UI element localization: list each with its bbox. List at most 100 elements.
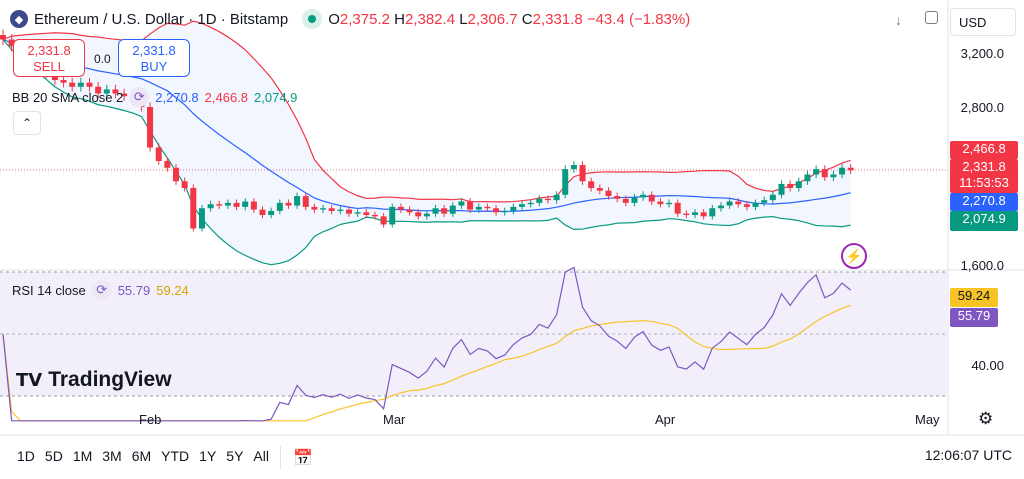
range-1d[interactable]: 1D <box>17 448 35 464</box>
candle-body <box>570 165 577 170</box>
range-3m[interactable]: 3M <box>102 448 122 464</box>
candle-body <box>8 39 15 47</box>
spread-value: 0.0 <box>94 52 111 66</box>
ohlc-values: O2,375.2 H2,382.4 L2,306.7 C2,331.8 −43.… <box>328 10 691 28</box>
candle-body <box>544 198 551 201</box>
range-ytd[interactable]: YTD <box>161 448 190 464</box>
candle-body <box>735 201 742 205</box>
candle-body <box>579 165 586 182</box>
rsi-ma-tag: 59.24 <box>950 288 998 307</box>
symbol-title: Ethereum / U.S. Dollar · 1D · Bitstamp <box>34 10 289 28</box>
indicator-refresh-icon[interactable]: ⟳ <box>129 87 150 107</box>
candle-body <box>787 183 794 188</box>
currency-select[interactable]: USD <box>950 8 1016 36</box>
candle-body <box>371 215 378 217</box>
rsi-legend[interactable]: RSI 14 close ⟳ 55.79 59.24 <box>12 280 189 300</box>
candle-body <box>147 107 154 148</box>
settings-gear-icon[interactable]: ⚙ <box>978 409 994 428</box>
candle-body <box>60 80 67 83</box>
candle-body <box>752 202 759 207</box>
sell-button[interactable]: 2,331.8 SELL <box>13 39 85 77</box>
candle-body <box>337 209 344 211</box>
candle-body <box>77 82 84 87</box>
collapse-legend-button[interactable]: ⌃ <box>13 111 41 135</box>
candle-body <box>112 89 119 94</box>
candle-body <box>441 208 448 214</box>
candle-body <box>726 201 733 206</box>
candle-body <box>432 208 439 214</box>
candle-body <box>700 212 707 217</box>
rsi-axis-label: 40.00 <box>971 358 1004 373</box>
rsi-tag: 55.79 <box>950 308 998 327</box>
range-6m[interactable]: 6M <box>131 448 152 464</box>
candle-body <box>813 169 820 175</box>
candle-body <box>484 206 491 209</box>
upper-band-tag: 2,466.8 <box>950 141 1018 159</box>
clock[interactable]: 12:06:07 UTC <box>924 447 1012 463</box>
candle-body <box>657 201 664 205</box>
candle-body <box>553 194 560 201</box>
candle-body <box>709 208 716 217</box>
fullscreen-icon[interactable] <box>925 11 938 24</box>
candle-body <box>631 197 638 203</box>
candle-body <box>804 174 811 182</box>
candle-body <box>216 204 223 206</box>
candle-body <box>173 167 179 182</box>
bb-upper-line <box>2 20 851 203</box>
candle-body <box>311 206 318 210</box>
range-1m[interactable]: 1M <box>72 448 93 464</box>
candle-body <box>605 190 612 197</box>
candle-body <box>743 204 750 207</box>
bb-legend[interactable]: BB 20 SMA close 2 ⟳ 2,270.8 2,466.8 2,07… <box>12 87 297 107</box>
symbol-header[interactable]: ◆ Ethereum / U.S. Dollar · 1D · Bitstamp… <box>10 9 690 29</box>
candle-body <box>588 181 595 188</box>
candle-body <box>761 200 768 203</box>
buy-button[interactable]: 2,331.8 BUY <box>118 39 190 77</box>
lower-band-tag: 2,074.9 <box>950 211 1018 231</box>
time-axis-label: May <box>915 412 940 427</box>
candle-body <box>778 183 785 195</box>
candle-body <box>380 216 387 225</box>
candle-body <box>276 202 283 211</box>
candle-body <box>510 206 517 211</box>
candle-body <box>458 201 465 206</box>
indicator-refresh-icon[interactable]: ⟳ <box>91 280 112 300</box>
candle-body <box>95 86 102 94</box>
candle-body <box>389 206 396 225</box>
candle-body <box>268 210 275 215</box>
calendar-icon[interactable]: 📅 <box>279 446 318 470</box>
price-axis-label: 1,600.0 <box>960 258 1004 273</box>
candle-body <box>795 181 802 188</box>
range-toolbar: 1D 5D 1M 3M 6M YTD 1Y 5Y All 📅 <box>12 446 318 470</box>
candle-body <box>415 212 422 217</box>
candle-body <box>86 82 93 87</box>
candle-body <box>449 205 456 214</box>
candle-body <box>294 196 301 206</box>
candle-body <box>501 210 508 213</box>
candle-body <box>467 201 474 210</box>
lightning-icon[interactable]: ⚡ <box>841 243 867 269</box>
candle-body <box>155 147 162 161</box>
candle-body <box>224 202 231 206</box>
range-5y[interactable]: 5Y <box>226 448 244 464</box>
candle-body <box>692 212 698 215</box>
candle-body <box>207 204 214 209</box>
candle-body <box>683 213 690 215</box>
range-5d[interactable]: 5D <box>44 448 63 464</box>
candle-body <box>346 209 352 214</box>
range-1y[interactable]: 1Y <box>199 448 217 464</box>
candle-body <box>69 82 76 87</box>
candle-body <box>821 169 828 178</box>
candle-body <box>648 194 655 202</box>
candle-body <box>198 208 205 229</box>
candle-body <box>397 206 404 210</box>
candle-body <box>302 196 309 207</box>
candle-body <box>839 167 846 175</box>
candle-body <box>328 208 335 211</box>
candle-body <box>233 202 240 207</box>
range-all[interactable]: All <box>253 448 269 464</box>
candle-body <box>519 204 525 207</box>
download-arrow-icon[interactable]: ↓ <box>895 12 902 28</box>
candle-body <box>164 161 171 168</box>
